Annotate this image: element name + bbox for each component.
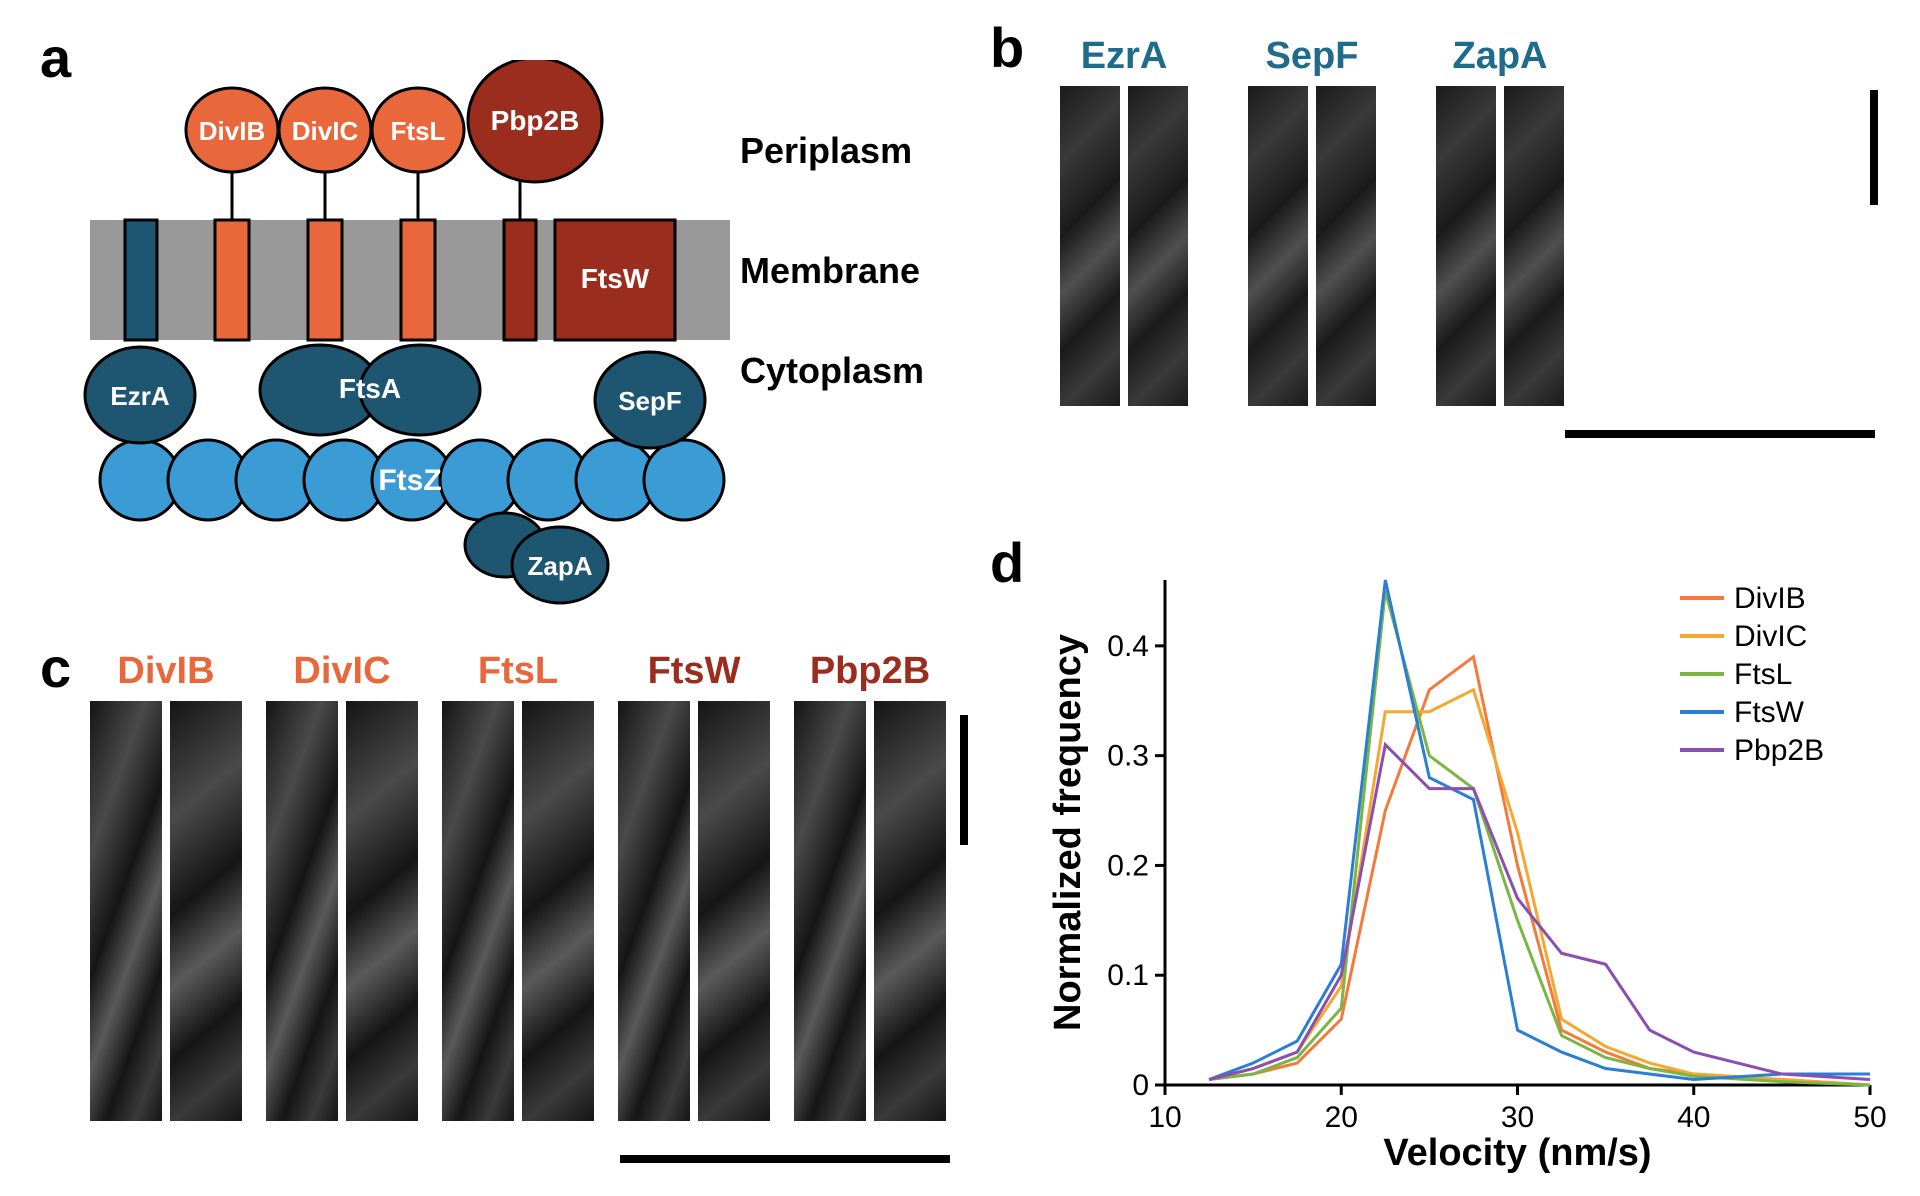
svg-text:0.1: 0.1 <box>1107 959 1149 992</box>
svg-text:Pbp2B: Pbp2B <box>491 105 580 136</box>
cytoplasm-label: Cytoplasm <box>740 350 924 392</box>
svg-text:ZapA: ZapA <box>528 551 593 581</box>
kymo-label-pbp2b: Pbp2B <box>810 650 930 693</box>
velocity-chart: 10 20 30 40 50 0 0.1 0.2 0.3 0.4 Velocity (nm/s) No… <box>1050 560 1900 1180</box>
kymograph <box>1248 86 1308 406</box>
kymograph <box>442 701 514 1121</box>
svg-text:30: 30 <box>1501 1101 1534 1134</box>
panel-c-scale-horizontal <box>620 1155 950 1163</box>
panel-b-kymographs: EzrA SepF ZapA <box>1060 35 1564 406</box>
panel-c-scale-vertical <box>960 715 968 845</box>
kymograph <box>346 701 418 1121</box>
svg-text:50: 50 <box>1853 1101 1886 1134</box>
svg-text:Pbp2B: Pbp2B <box>1734 734 1824 767</box>
panel-label-c: c <box>40 635 71 700</box>
kymograph <box>170 701 242 1121</box>
kymo-label-zapa: ZapA <box>1453 35 1548 78</box>
svg-text:FtsW: FtsW <box>1734 696 1805 729</box>
kymograph <box>1504 86 1564 406</box>
svg-text:SepF: SepF <box>618 386 682 416</box>
kymograph <box>1436 86 1496 406</box>
periplasm-label: Periplasm <box>740 130 912 172</box>
svg-text:FtsZ: FtsZ <box>378 464 441 497</box>
panel-c-kymographs: DivIB DivIC FtsL FtsW Pbp2B <box>90 650 946 1121</box>
kymograph <box>266 701 338 1121</box>
kymograph <box>1316 86 1376 406</box>
panel-b-scale-vertical <box>1870 90 1878 205</box>
svg-text:DivIC: DivIC <box>292 116 359 146</box>
kymograph <box>522 701 594 1121</box>
kymo-label-sepf: SepF <box>1266 35 1359 78</box>
svg-text:FtsL: FtsL <box>1734 658 1792 691</box>
membrane-label: Membrane <box>740 250 920 292</box>
svg-text:Normalized frequency: Normalized frequency <box>1050 634 1089 1031</box>
kymo-label-divic: DivIC <box>293 650 390 693</box>
svg-text:10: 10 <box>1148 1101 1181 1134</box>
kymograph <box>90 701 162 1121</box>
svg-text:EzrA: EzrA <box>110 381 169 411</box>
svg-text:FtsA: FtsA <box>339 373 401 404</box>
kymograph <box>1060 86 1120 406</box>
kymograph <box>618 701 690 1121</box>
svg-text:FtsW: FtsW <box>581 263 650 294</box>
panel-b-scale-horizontal <box>1565 430 1875 438</box>
kymo-label-ftsl: FtsL <box>478 650 558 693</box>
svg-text:DivIC: DivIC <box>1734 620 1807 653</box>
kymograph <box>794 701 866 1121</box>
kymo-label-ezra: EzrA <box>1081 35 1168 78</box>
svg-text:FtsL: FtsL <box>391 116 446 146</box>
kymo-label-ftsw: FtsW <box>648 650 741 693</box>
panel-label-d: d <box>990 530 1024 595</box>
kymograph <box>1128 86 1188 406</box>
svg-text:DivIB: DivIB <box>1734 582 1806 615</box>
svg-text:0.4: 0.4 <box>1107 630 1149 663</box>
svg-text:0.2: 0.2 <box>1107 849 1149 882</box>
svg-text:0: 0 <box>1132 1069 1149 1102</box>
kymograph <box>874 701 946 1121</box>
svg-text:20: 20 <box>1325 1101 1358 1134</box>
svg-text:Velocity (nm/s): Velocity (nm/s) <box>1383 1132 1651 1174</box>
svg-text:DivIB: DivIB <box>199 116 265 146</box>
svg-text:40: 40 <box>1677 1101 1710 1134</box>
kymograph <box>698 701 770 1121</box>
panel-label-a: a <box>40 25 71 90</box>
panel-label-b: b <box>990 15 1024 80</box>
svg-text:0.3: 0.3 <box>1107 740 1149 773</box>
kymo-label-divib: DivIB <box>117 650 214 693</box>
